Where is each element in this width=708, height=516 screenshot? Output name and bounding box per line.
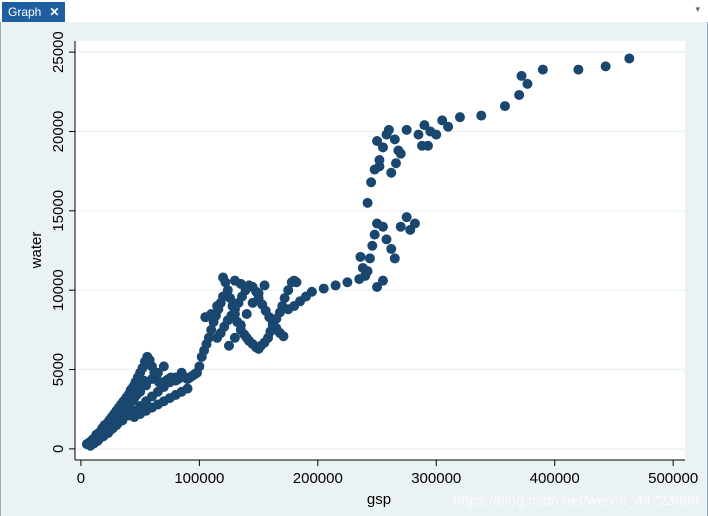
data-point	[259, 280, 270, 291]
data-point	[176, 367, 187, 378]
tab-bar: Graph ✕ ▾	[0, 0, 708, 23]
data-point	[383, 124, 394, 135]
scatter-chart: 0 5000 10000 15000 20000 25000 0 100000 200000 30…	[28, 31, 698, 508]
data-point	[386, 243, 397, 254]
data-point	[537, 64, 548, 75]
data-point	[600, 61, 611, 72]
y-tick-label: 10000	[50, 269, 67, 311]
data-point	[389, 253, 400, 264]
x-tick-label: 100000	[174, 470, 224, 487]
data-point	[283, 285, 294, 296]
data-point	[152, 367, 163, 378]
close-icon[interactable]: ✕	[49, 5, 60, 19]
data-point	[401, 124, 412, 135]
data-point	[330, 280, 341, 291]
x-tick-label: 200000	[293, 470, 343, 487]
data-point	[431, 129, 442, 140]
data-point	[367, 240, 378, 251]
data-point	[253, 288, 264, 299]
data-point	[291, 277, 302, 288]
data-point	[377, 221, 388, 232]
data-point	[377, 275, 388, 286]
data-point	[364, 253, 375, 264]
watermark: https://blog.csdn.net/weixin_44723899	[453, 492, 699, 508]
graph-window: 0 5000 10000 15000 20000 25000 0 100000 200000 30…	[0, 22, 708, 516]
data-point	[318, 283, 329, 294]
data-point	[395, 221, 406, 232]
y-axis-title: water	[28, 232, 45, 270]
axes: 0 5000 10000 15000 20000 25000 0 100000 200000 30…	[50, 31, 698, 487]
data-point	[355, 251, 366, 262]
data-point	[624, 53, 635, 64]
data-point	[342, 277, 353, 288]
data-point	[369, 229, 380, 240]
data-point	[386, 167, 397, 178]
data-point	[229, 332, 240, 343]
data-point	[390, 158, 401, 169]
data-points	[81, 53, 635, 451]
data-point	[203, 332, 214, 343]
data-point	[514, 89, 525, 100]
data-point	[401, 212, 412, 223]
data-point	[476, 110, 487, 121]
data-point	[357, 262, 368, 273]
y-tick-label: 5000	[50, 353, 67, 386]
x-tick-label: 400000	[530, 470, 580, 487]
data-point	[146, 374, 157, 385]
data-point	[182, 383, 193, 394]
y-tick-label: 20000	[50, 111, 67, 153]
data-point	[395, 148, 406, 159]
data-point	[133, 383, 144, 394]
data-point	[194, 361, 205, 372]
data-point	[241, 282, 252, 293]
data-point	[419, 120, 430, 131]
data-point	[235, 320, 246, 331]
data-point	[241, 308, 252, 319]
data-point	[573, 64, 584, 75]
data-point	[220, 277, 231, 288]
data-point	[229, 275, 240, 286]
data-point	[362, 197, 373, 208]
tab-label: Graph	[8, 5, 42, 19]
x-tick-label: 500000	[648, 470, 698, 487]
data-point	[212, 301, 223, 312]
data-point	[422, 140, 433, 151]
data-point	[374, 161, 385, 172]
x-tick-label: 0	[77, 470, 85, 487]
data-point	[138, 375, 149, 386]
data-point	[389, 134, 400, 145]
data-point	[409, 218, 420, 229]
data-point	[306, 286, 317, 297]
data-point	[454, 112, 465, 123]
chevron-down-icon[interactable]: ▾	[695, 4, 700, 14]
data-point	[443, 121, 454, 132]
y-tick-label: 15000	[50, 190, 67, 232]
data-point	[279, 293, 290, 304]
data-point	[499, 101, 510, 112]
data-point	[223, 340, 234, 351]
data-point	[381, 234, 392, 245]
tab-graph[interactable]: Graph ✕	[2, 2, 66, 22]
data-point	[206, 324, 217, 335]
data-point	[372, 282, 383, 293]
y-tick-label: 25000	[50, 31, 67, 73]
data-point	[222, 285, 233, 296]
x-axis-title: gsp	[367, 491, 391, 508]
y-tick-label: 0	[50, 445, 67, 453]
data-point	[206, 308, 217, 319]
data-point	[372, 135, 383, 146]
data-point	[413, 129, 424, 140]
data-point	[225, 293, 236, 304]
data-point	[377, 142, 388, 153]
data-point	[247, 297, 258, 308]
data-point	[516, 70, 527, 81]
data-point	[158, 361, 169, 372]
data-point	[437, 115, 448, 126]
data-point	[522, 78, 533, 89]
data-point	[278, 331, 289, 342]
data-point	[366, 177, 377, 188]
x-tick-label: 300000	[411, 470, 461, 487]
